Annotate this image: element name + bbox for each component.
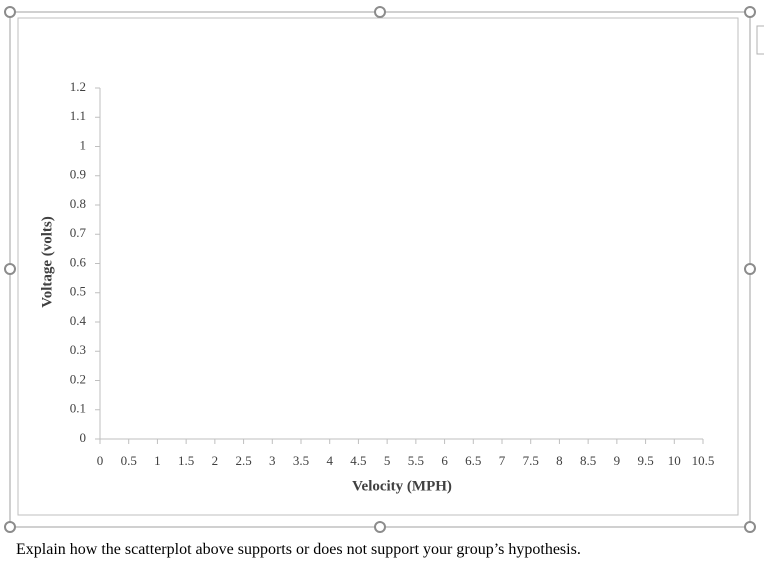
x-tick-label: 0 [97, 453, 104, 468]
y-tick-label: 0.7 [70, 225, 87, 240]
x-tick-label: 7.5 [523, 453, 539, 468]
document-text: Explain how the scatterplot above suppor… [16, 541, 581, 558]
y-tick-label: 0.1 [70, 401, 86, 416]
y-tick-label: 1.1 [70, 108, 86, 123]
x-tick-label: 6 [441, 453, 448, 468]
x-axis-title: Velocity (MPH) [352, 478, 452, 494]
y-tick-label: 1 [80, 137, 87, 152]
layout-options-button[interactable] [756, 25, 764, 55]
x-tick-label: 2.5 [235, 453, 251, 468]
y-tick-label: 0.4 [70, 313, 87, 328]
x-tick-label: 3.5 [293, 453, 309, 468]
x-tick-label: 10.5 [692, 453, 715, 468]
selection-handles [4, 6, 756, 533]
y-tick-label: 0.6 [70, 254, 87, 269]
x-tick-label: 7 [499, 453, 506, 468]
y-tick-label: 0.8 [70, 196, 86, 211]
y-tick-label: 0.3 [70, 342, 86, 357]
plot-area-border [17, 17, 739, 516]
x-tick-label: 0.5 [121, 453, 137, 468]
x-tick-label: 8.5 [580, 453, 596, 468]
y-tick-label: 0.5 [70, 284, 86, 299]
x-tick-label: 5.5 [408, 453, 424, 468]
x-tick-label: 6.5 [465, 453, 481, 468]
y-axis-title: Voltage (volts) [39, 216, 55, 308]
y-tick-label: 1.2 [70, 79, 86, 94]
y-tick-label: 0 [80, 430, 87, 445]
x-tick-label: 2 [212, 453, 219, 468]
x-tick-label: 1 [154, 453, 161, 468]
chart: Velocity (MPH) Voltage (volts) 0 0.1 0.2 0.… [4, 6, 764, 533]
y-tick-label: 0.9 [70, 167, 86, 182]
x-tick-label: 3 [269, 453, 276, 468]
x-tick-label: 10 [668, 453, 681, 468]
x-tick-label: 4 [326, 453, 333, 468]
y-tick-label: 0.2 [70, 371, 86, 386]
x-tick-label: 4.5 [350, 453, 366, 468]
x-tick-label: 9 [614, 453, 621, 468]
x-tick-label: 8 [556, 453, 563, 468]
x-tick-label: 1.5 [178, 453, 194, 468]
x-tick-label: 9.5 [637, 453, 653, 468]
x-tick-label: 5 [384, 453, 391, 468]
